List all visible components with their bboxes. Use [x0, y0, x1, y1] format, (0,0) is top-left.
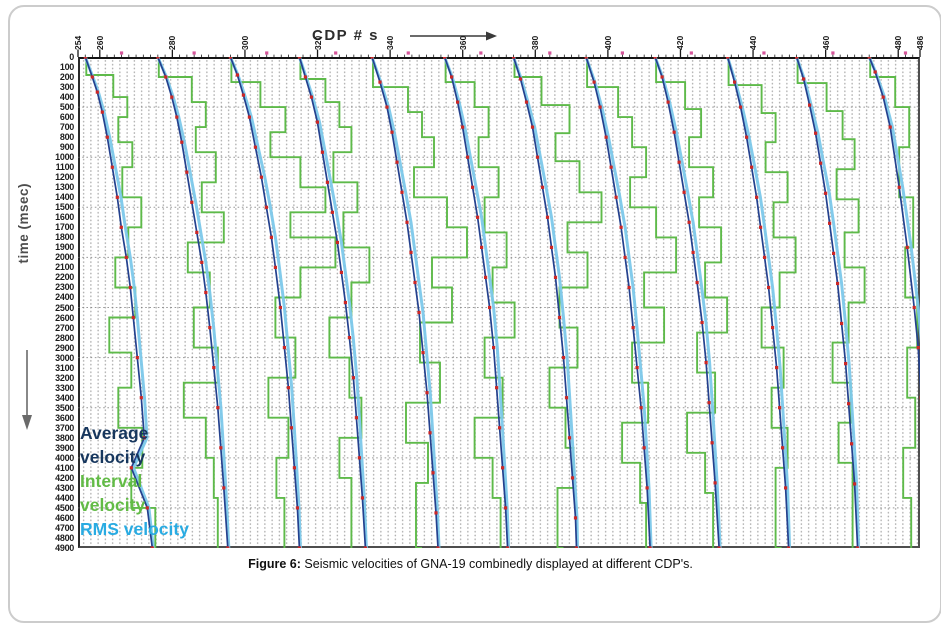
time-tick-label: 3500 [55, 402, 74, 413]
time-tick-label: 400 [59, 92, 74, 103]
time-tick-label: 700 [59, 122, 74, 133]
caption-text: Seismic velocities of GNA-19 combinedly … [304, 557, 693, 571]
legend: Average velocity Interval velocity RMS v… [80, 421, 189, 541]
time-tick-label: 3800 [55, 432, 74, 443]
cdp-tick-label: 320 [312, 35, 323, 50]
cdp-tick-label: 254 [73, 35, 83, 50]
time-tick-label: 500 [59, 102, 74, 113]
time-tick-label: 4300 [55, 482, 74, 493]
cdp-tick-label: 280 [167, 35, 178, 50]
time-tick-label: 1400 [55, 192, 74, 203]
time-tick-label: 2000 [55, 252, 74, 263]
time-tick-label: 4700 [55, 522, 74, 533]
time-tick-label: 4500 [55, 502, 74, 513]
cdp-tick-label: 380 [530, 35, 541, 50]
time-tick-label: 3300 [55, 382, 74, 393]
time-tick-label: 2400 [55, 292, 74, 303]
time-tick-label: 3900 [55, 442, 74, 453]
time-tick-label: 1300 [55, 182, 74, 193]
time-tick-label: 1200 [55, 172, 74, 183]
cdp-tick-label: 360 [457, 35, 468, 50]
cdp-tick-label: 480 [893, 35, 904, 50]
legend-rms-velocity: RMS velocity [80, 519, 189, 539]
time-tick-label: 2300 [55, 282, 74, 293]
time-tick-label: 3400 [55, 392, 74, 403]
time-tick-label: 2800 [55, 332, 74, 343]
plot-area [78, 57, 920, 548]
time-tick-label: 2700 [55, 322, 74, 333]
time-tick-label: 2900 [55, 342, 74, 353]
time-tick-label: 1000 [55, 152, 74, 163]
time-tick-label: 4900 [55, 543, 74, 553]
cdp-tick-label: 420 [675, 35, 686, 50]
cdp-tick-label: 460 [820, 35, 831, 50]
time-tick-label: 1100 [55, 162, 75, 173]
time-tick-label: 900 [59, 142, 74, 153]
time-tick-label: 1800 [55, 232, 74, 243]
time-tick-label: 3200 [55, 372, 74, 383]
time-tick-label: 4600 [55, 512, 74, 523]
time-tick-label: 2600 [55, 312, 74, 323]
time-tick-label: 4400 [55, 492, 74, 503]
time-tick-label: 2200 [55, 272, 74, 283]
cdp-tick-label: 300 [239, 35, 250, 50]
time-tick-label: 300 [59, 82, 74, 93]
time-tick-label: 3600 [55, 412, 74, 423]
time-tick-label: 4800 [55, 532, 74, 543]
time-tick-label: 3000 [55, 352, 74, 363]
time-tick-label: 600 [59, 112, 74, 123]
cdp-tick-label: 260 [94, 35, 105, 50]
time-tick-label: 0 [69, 52, 74, 62]
time-tick-label: 1900 [55, 242, 74, 253]
time-tick-label: 100 [59, 62, 74, 73]
time-tick-label: 4200 [55, 472, 74, 483]
time-tick-label: 1600 [55, 212, 74, 223]
cdp-tick-label: 440 [748, 35, 759, 50]
time-tick-label: 3100 [55, 362, 74, 373]
time-tick-label: 2100 [55, 262, 74, 273]
time-tick-label: 1700 [55, 222, 74, 233]
cdp-tick-label: 400 [602, 35, 613, 50]
time-tick-label: 200 [59, 72, 74, 83]
time-tick-label: 800 [59, 132, 74, 143]
figure-caption: Figure 6: Seismic velocities of GNA-19 c… [0, 557, 941, 571]
cdp-tick-label: 340 [385, 35, 396, 50]
caption-label: Figure 6: [248, 557, 301, 571]
time-tick-label: 4000 [55, 452, 74, 463]
legend-interval-velocity: Interval velocity [80, 471, 146, 515]
legend-average-velocity: Average velocity [80, 423, 149, 467]
time-tick-label: 2500 [55, 302, 74, 313]
time-tick-label: 1500 [55, 202, 74, 213]
cdp-tick-label: 486 [915, 35, 925, 50]
x-axis-title: CDP # s [312, 27, 379, 44]
time-tick-label: 4100 [55, 462, 74, 473]
time-tick-label: 3700 [55, 422, 74, 433]
